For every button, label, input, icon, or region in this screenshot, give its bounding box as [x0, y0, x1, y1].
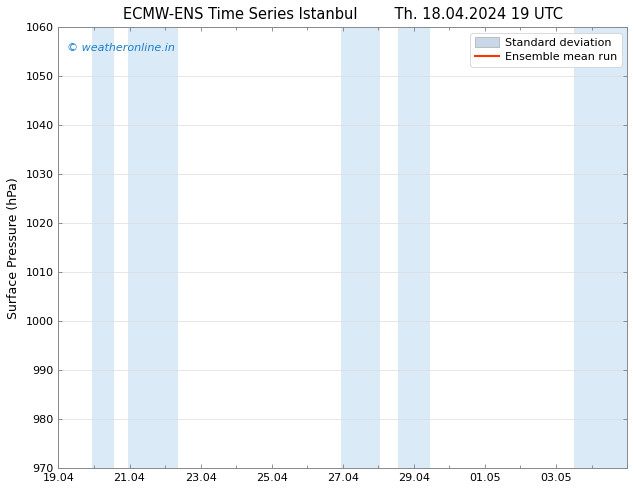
Bar	[128, 27, 178, 468]
Title: ECMW-ENS Time Series Istanbul        Th. 18.04.2024 19 UTC: ECMW-ENS Time Series Istanbul Th. 18.04.…	[123, 7, 563, 22]
Bar	[92, 27, 113, 468]
Legend: Standard deviation, Ensemble mean run: Standard deviation, Ensemble mean run	[470, 33, 621, 67]
Bar	[574, 27, 627, 468]
Y-axis label: Surface Pressure (hPa): Surface Pressure (hPa)	[7, 177, 20, 318]
Bar	[398, 27, 430, 468]
Text: © weatheronline.in: © weatheronline.in	[67, 43, 175, 53]
Bar	[341, 27, 380, 468]
